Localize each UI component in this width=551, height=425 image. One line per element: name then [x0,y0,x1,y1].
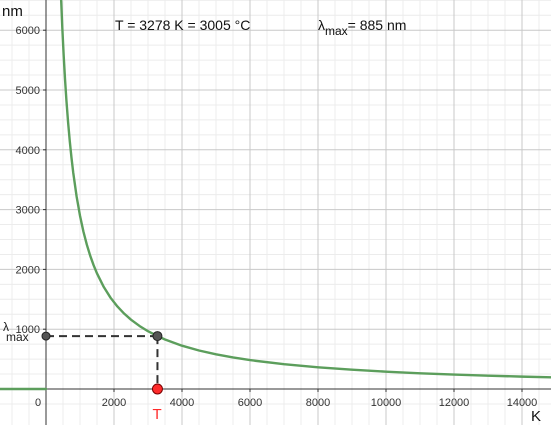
lambda-max-point-label: λ max [3,320,29,344]
x-tick-label: 0 [35,397,41,409]
x-tick-label: 2000 [102,397,126,409]
lambda-max-label-main: λ [3,320,9,334]
temperature-point [151,383,163,395]
points [41,331,163,395]
x-tick-label: 14000 [507,397,538,409]
lambda-value: = 885 nm [348,17,407,33]
wien-curve [59,0,551,379]
curves [0,0,551,391]
temperature-point-label: T [152,406,161,423]
x-tick-label: 10000 [371,397,402,409]
y-tick-label: 1000 [16,324,40,336]
y-tick-label: 4000 [16,145,40,157]
lambda-max-label-sub: max [6,330,29,344]
temperature-readout: T = 3278 K = 3005 °C [115,17,250,33]
x-tick-label: 8000 [306,397,330,409]
tick-labels: 0 2000 4000 6000 8000 10000 12000 14000 1000 2000… [16,25,538,409]
y-axis-label: nm [2,3,23,20]
y-tick-label: 5000 [16,85,40,97]
curve-point [152,331,163,342]
x-tick-label: 6000 [238,397,262,409]
y-tick-label: 6000 [16,25,40,37]
lambda-readout: λmax= 885 nm [318,17,406,38]
lambda-max-point [41,331,51,341]
lambda-subscript: max [325,24,348,38]
x-tick-label: 4000 [170,397,194,409]
x-tick-label: 12000 [439,397,470,409]
guide-lines [46,335,159,389]
x-axis-label: K [531,408,541,425]
y-tick-label: 3000 [16,205,40,217]
lambda-symbol: λ [318,17,325,33]
y-tick-label: 2000 [16,264,40,276]
